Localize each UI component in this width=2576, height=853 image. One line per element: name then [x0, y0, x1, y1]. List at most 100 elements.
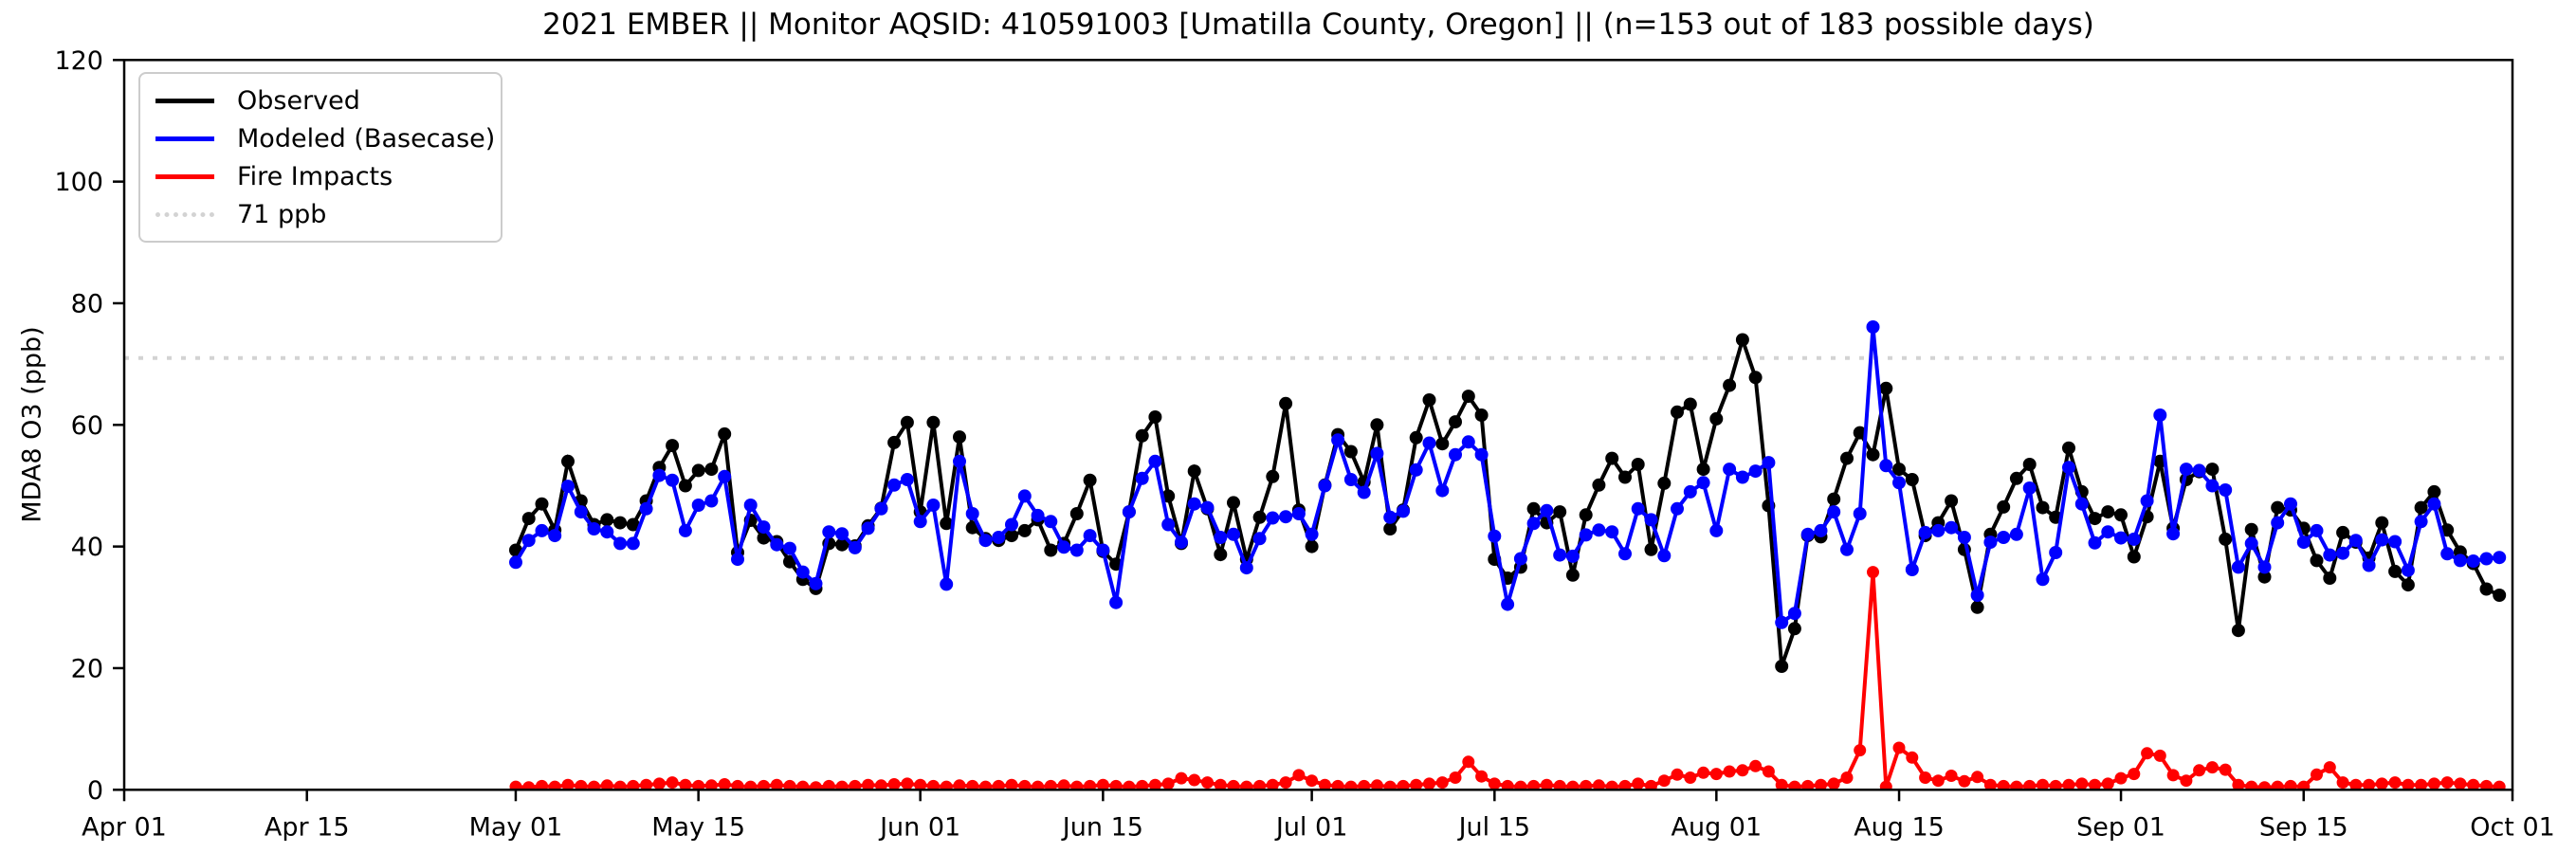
series-marker-1: [2114, 531, 2128, 545]
series-marker-1: [2336, 546, 2350, 560]
series-marker-1: [2310, 523, 2324, 537]
series-marker-0: [2271, 500, 2285, 515]
series-marker-1: [2296, 535, 2311, 550]
series-marker-0: [1644, 542, 1658, 556]
legend: Observed Modeled (Basecase) Fire Impacts…: [138, 72, 502, 243]
y-tick-label: 100: [54, 168, 103, 197]
modeled-line-icon: [155, 136, 214, 141]
series-marker-2: [1488, 777, 1501, 790]
series-marker-1: [1343, 473, 1358, 486]
x-tick-label: Sep 01: [2076, 812, 2165, 842]
series-marker-1: [809, 576, 823, 590]
series-marker-1: [940, 577, 954, 591]
series-marker-2: [1410, 778, 1423, 790]
legend-label-observed: Observed: [237, 85, 360, 116]
series-marker-0: [1409, 430, 1423, 445]
legend-item-modeled: Modeled (Basecase): [155, 119, 495, 157]
series-marker-1: [1748, 464, 1763, 479]
series-marker-2: [679, 778, 692, 790]
series-marker-1: [1096, 543, 1110, 557]
series-marker-2: [926, 779, 940, 790]
series-marker-1: [652, 468, 667, 482]
series-marker-0: [1148, 410, 1162, 424]
series-marker-1: [1422, 436, 1436, 450]
series-marker-2: [1240, 780, 1253, 790]
series-marker-1: [2257, 560, 2272, 574]
series-marker-1: [1083, 529, 1097, 543]
series-marker-2: [901, 777, 914, 790]
series-marker-0: [2009, 471, 2023, 485]
series-marker-2: [731, 779, 744, 790]
series-marker-2: [1527, 779, 1541, 790]
series-marker-0: [2114, 508, 2128, 522]
series-marker-1: [2440, 547, 2455, 561]
series-marker-0: [1997, 499, 2011, 514]
series-marker-2: [1788, 780, 1801, 790]
series-marker-0: [1671, 405, 1684, 419]
series-marker-2: [2062, 778, 2075, 790]
series-marker-2: [666, 776, 679, 789]
series-marker-1: [1331, 433, 1345, 447]
series-marker-1: [1787, 607, 1801, 621]
series-marker-1: [1279, 510, 1293, 524]
legend-item-fire: Fire Impacts: [155, 157, 491, 195]
series-marker-2: [940, 780, 953, 790]
series-marker-0: [535, 497, 549, 511]
series-marker-2: [1018, 779, 1032, 790]
series-marker-1: [639, 501, 653, 516]
series-marker-1: [795, 565, 810, 579]
series-marker-1: [1553, 548, 1567, 562]
series-marker-0: [2440, 523, 2455, 537]
series-marker-2: [2075, 777, 2089, 790]
series-marker-0: [1696, 463, 1710, 477]
series-marker-0: [887, 435, 902, 449]
series-marker-0: [1853, 426, 1867, 440]
series-marker-2: [2415, 778, 2428, 790]
series-marker-1: [1005, 517, 1018, 532]
series-marker-0: [691, 463, 705, 478]
series-marker-0: [1214, 548, 1228, 561]
series-marker-2: [1931, 774, 1945, 788]
series-marker-2: [627, 779, 640, 790]
series-marker-2: [2493, 780, 2506, 790]
series-marker-1: [704, 494, 719, 508]
series-marker-1: [2466, 554, 2480, 568]
series-marker-2: [1201, 776, 1214, 789]
series-marker-0: [2244, 522, 2258, 536]
series-marker-1: [1866, 320, 1880, 334]
series-marker-1: [2244, 536, 2258, 551]
series-marker-1: [2401, 563, 2415, 577]
series-marker-2: [2193, 764, 2206, 777]
series-marker-0: [835, 537, 850, 552]
series-marker-1: [965, 507, 979, 520]
series-marker-1: [1017, 489, 1032, 503]
series-marker-1: [1605, 525, 1619, 539]
chart-title: 2021 EMBER || Monitor AQSID: 410591003 […: [542, 8, 2094, 42]
series-marker-0: [1526, 501, 1541, 516]
series-marker-2: [1188, 773, 1201, 787]
series-marker-1: [1696, 476, 1710, 490]
series-marker-0: [1252, 510, 1267, 524]
series-marker-2: [1840, 771, 1854, 784]
series-marker-0: [666, 439, 680, 453]
series-marker-2: [1540, 778, 1553, 790]
series-marker-2: [1435, 776, 1449, 789]
series-marker-2: [1123, 780, 1136, 790]
series-marker-1: [1526, 517, 1541, 531]
series-marker-1: [1709, 523, 1724, 537]
series-marker-0: [1683, 397, 1697, 411]
threshold-line-icon: [155, 211, 214, 217]
series-marker-1: [2271, 516, 2285, 530]
series-marker-1: [1435, 483, 1450, 498]
x-tick-label: Jul 15: [1457, 812, 1531, 842]
series-marker-1: [1266, 511, 1280, 525]
series-marker-1: [992, 531, 1006, 544]
series-marker-1: [1905, 563, 1919, 576]
series-marker-2: [1580, 779, 1593, 790]
x-tick-label: Oct 01: [2470, 812, 2555, 842]
series-marker-1: [574, 505, 588, 519]
series-marker-2: [2010, 780, 2023, 790]
series-marker-0: [2479, 582, 2494, 596]
series-marker-2: [1501, 779, 1514, 790]
